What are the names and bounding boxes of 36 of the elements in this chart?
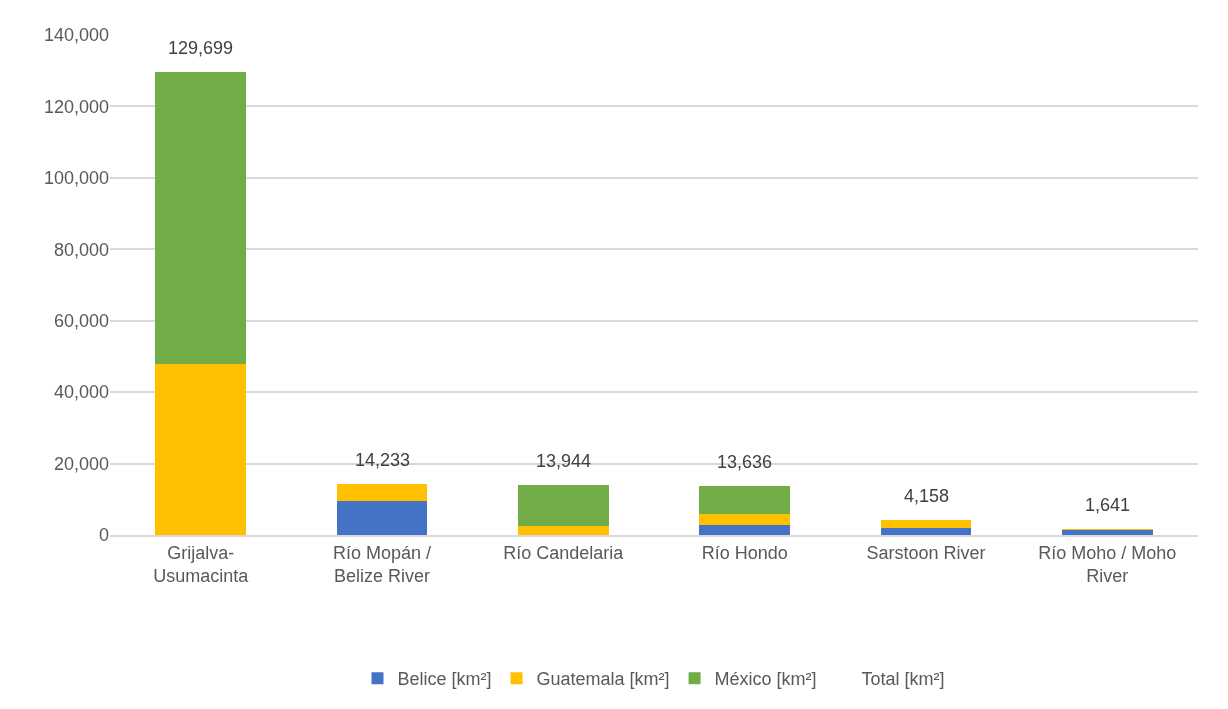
- bar: [336, 501, 428, 535]
- x-tick-label: Río Moho / Moho River: [1038, 542, 1177, 586]
- bar: [1062, 530, 1153, 535]
- y-tick-label: 100,000: [43, 168, 109, 189]
- legend-label: Belice [km²]: [397, 669, 492, 690]
- x-tick-label: Río Candelaria: [503, 542, 625, 563]
- legend-label: México [km²]: [714, 669, 817, 690]
- text: Total [km²]: [861, 669, 945, 690]
- total-label: 14,233: [355, 450, 411, 470]
- total-label: 13,636: [717, 452, 773, 472]
- y-tick-label: 0: [98, 525, 109, 546]
- y-tick-label: 40,000: [53, 382, 109, 403]
- bar: [880, 527, 972, 535]
- bar: [699, 486, 790, 514]
- x-tick-label: Sarstoon River: [866, 542, 986, 563]
- y-tick-label: 60,000: [53, 311, 109, 332]
- bar: [699, 525, 790, 535]
- y-tick-label: 20,000: [53, 453, 109, 474]
- bar: [518, 485, 609, 526]
- y-tick-label: 140,000: [43, 25, 109, 46]
- x-tick-label: Río Mopán / Belize River: [332, 542, 432, 586]
- y-tick-label: 80,000: [53, 239, 109, 260]
- bar: [518, 525, 609, 535]
- bar: [880, 520, 972, 528]
- total-label: 13,944: [536, 451, 592, 471]
- bar: [336, 484, 428, 502]
- x-tick-label: Grijalva-Usumacinta: [153, 542, 250, 586]
- bar: [155, 71, 246, 364]
- x-tick-label: Río Hondo: [701, 542, 788, 563]
- bar: [155, 363, 246, 535]
- total-label: 129,699: [168, 38, 234, 58]
- bar: [699, 513, 790, 525]
- total-label: 4,158: [904, 486, 950, 506]
- legend-label: Guatemala [km²]: [536, 669, 670, 690]
- total-label: 1,641: [1085, 495, 1131, 515]
- y-tick-label: 120,000: [43, 96, 109, 117]
